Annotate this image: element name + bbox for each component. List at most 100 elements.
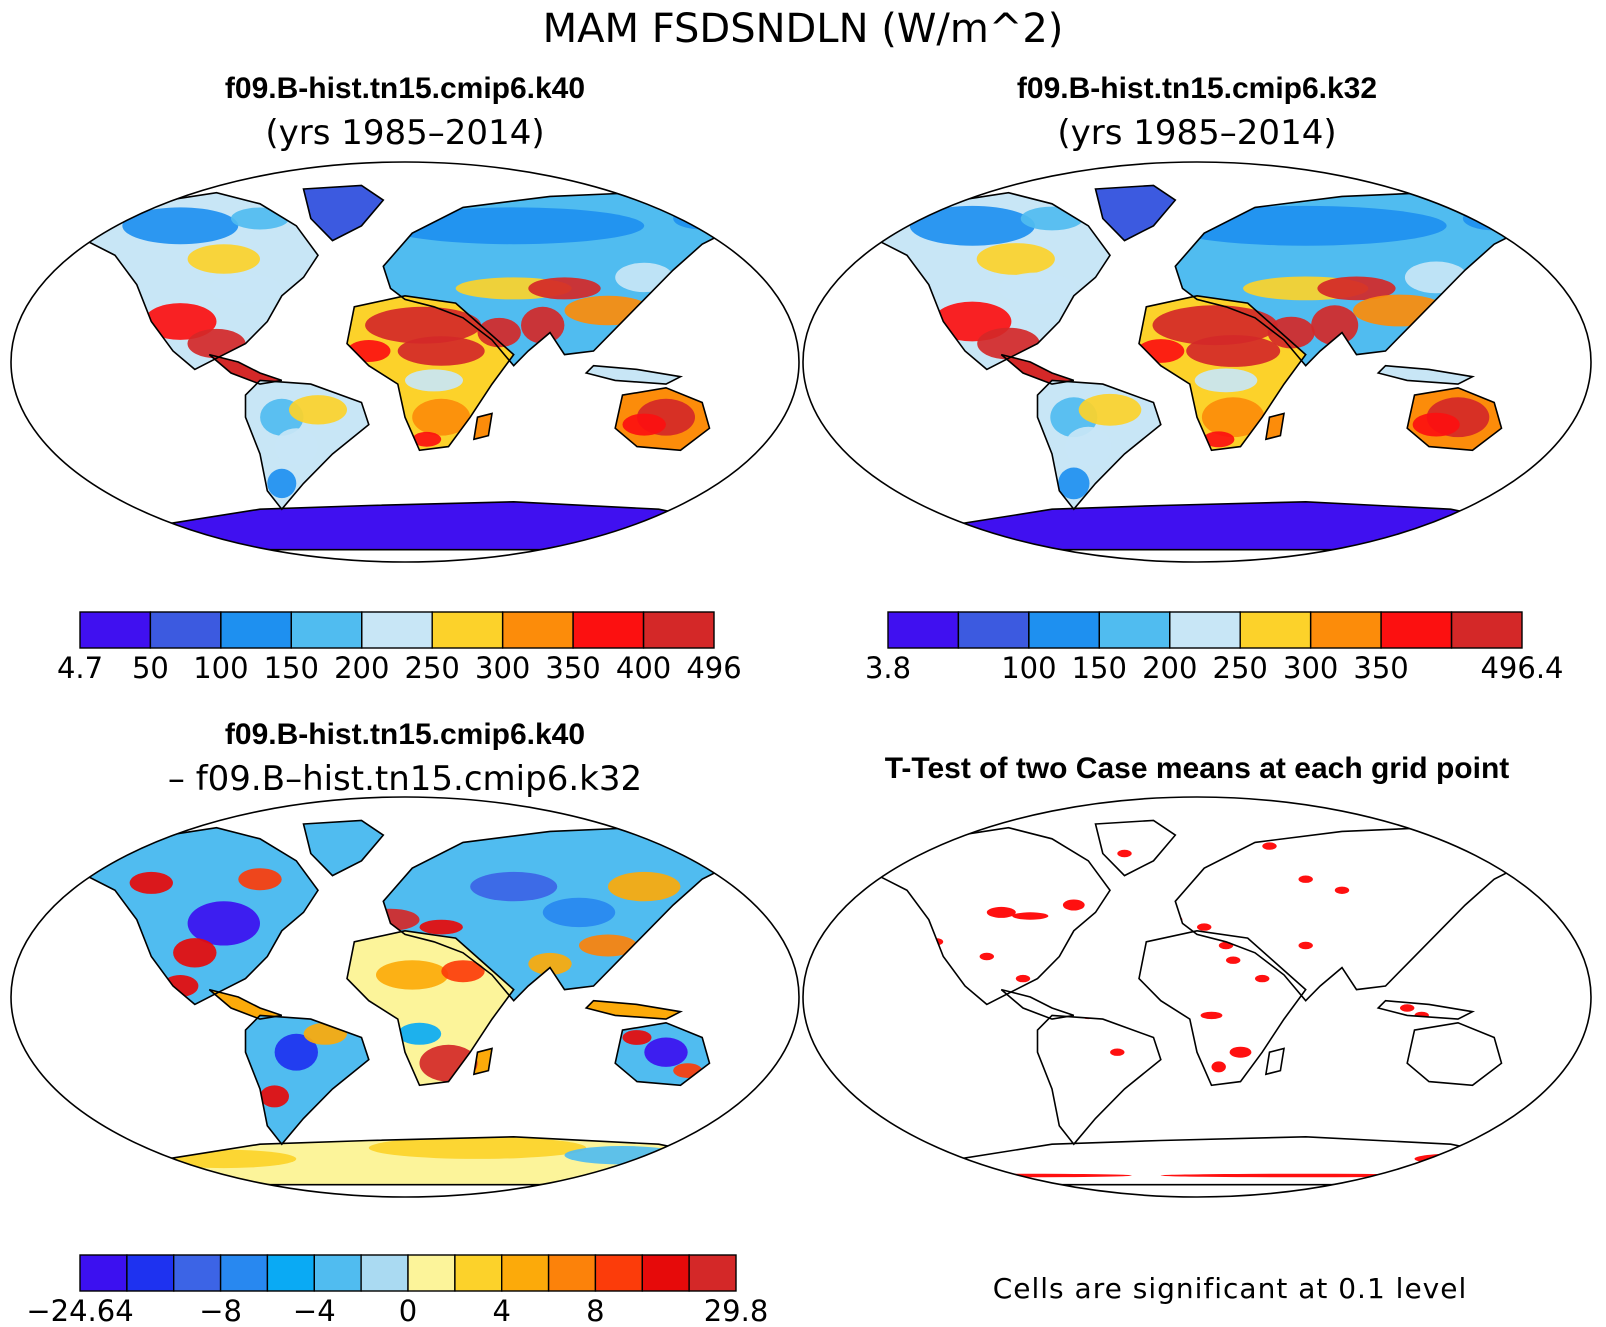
field-cell bbox=[187, 244, 260, 274]
colorbar-tick-label: −24.64 bbox=[26, 1294, 133, 1327]
coastline-samerica bbox=[244, 379, 370, 511]
colorbar-box bbox=[688, 1254, 737, 1292]
field-blobs bbox=[122, 207, 732, 499]
coastline-greenland bbox=[1094, 819, 1177, 877]
land-fill-madag bbox=[473, 413, 492, 440]
field-cell bbox=[289, 395, 347, 425]
field-cell bbox=[1311, 305, 1359, 346]
land-fill-antarctica bbox=[57, 501, 753, 550]
colorbar-box bbox=[1098, 611, 1171, 649]
colorbar-box bbox=[957, 611, 1030, 649]
field-cell bbox=[274, 1033, 318, 1071]
field-cell bbox=[1317, 276, 1396, 301]
colorbar-box bbox=[501, 1254, 550, 1292]
significant-cell bbox=[979, 952, 994, 961]
field-cell bbox=[405, 369, 463, 392]
colorbar-tick-label: 250 bbox=[1213, 651, 1268, 685]
colorbar-tick-label: 300 bbox=[1283, 651, 1338, 685]
colorbar-box bbox=[1239, 611, 1312, 649]
land-fill-indonesia bbox=[586, 365, 681, 385]
field-cell bbox=[1186, 335, 1281, 367]
coastline-centam bbox=[1000, 353, 1075, 385]
land-fill-centam bbox=[1001, 354, 1074, 385]
coastline-africa bbox=[346, 294, 515, 452]
significant-cell bbox=[1400, 1004, 1415, 1012]
colorbar-box bbox=[431, 611, 504, 649]
coastline-namerica bbox=[77, 826, 319, 1006]
coastline-madag bbox=[1264, 1047, 1285, 1076]
map-case1 bbox=[10, 161, 800, 563]
significant-cell bbox=[1255, 974, 1270, 983]
field-cell bbox=[365, 306, 482, 344]
coastline-eurasia bbox=[1174, 826, 1532, 1002]
coastline-centam bbox=[208, 988, 283, 1020]
colorbar-tick-label: 29.8 bbox=[704, 1294, 769, 1327]
field-cell bbox=[622, 1030, 652, 1045]
coastline-madag bbox=[1264, 412, 1285, 441]
coastline-namerica bbox=[869, 191, 1111, 371]
field-cell bbox=[521, 306, 565, 344]
land-fill-antarctica bbox=[849, 501, 1545, 550]
coastline-indonesia bbox=[584, 364, 684, 385]
significant-cell bbox=[1197, 923, 1212, 931]
field-cell bbox=[528, 277, 601, 300]
colorbar-box bbox=[1380, 611, 1453, 649]
field-cell bbox=[1203, 431, 1235, 448]
colorbar-box bbox=[360, 1254, 409, 1292]
field-cell bbox=[209, 273, 282, 304]
field-cell bbox=[1064, 426, 1112, 467]
coastline-samerica bbox=[1036, 1014, 1162, 1146]
coastline-greenland bbox=[302, 819, 385, 877]
field-cell bbox=[129, 871, 173, 894]
coastline-australia bbox=[1406, 386, 1503, 452]
colorbar-box bbox=[407, 1254, 456, 1292]
field-cell bbox=[1412, 412, 1460, 437]
coastline-samerica bbox=[244, 1014, 370, 1146]
field-cell bbox=[998, 272, 1077, 305]
significant-cell bbox=[1117, 849, 1132, 858]
coastline-africa bbox=[346, 929, 515, 1087]
panel-case1-subtitle: (yrs 1985–2014) bbox=[265, 113, 544, 153]
coastline-greenland bbox=[1094, 184, 1177, 242]
coastline-antarctica bbox=[848, 500, 1547, 551]
colorbar-case1: 4.7 50 100 150 200 250 300 350 400 496 bbox=[57, 611, 742, 685]
coastline-indonesia bbox=[1376, 999, 1476, 1020]
colorbar-box bbox=[502, 611, 574, 649]
panel-diff-subtitle: – f09.B–hist.tn15.cmip6.k32 bbox=[168, 759, 642, 799]
colorbar-tick-label: 3.8 bbox=[865, 651, 911, 685]
map-background bbox=[803, 797, 1591, 1197]
field-cell bbox=[1194, 368, 1258, 393]
colorbar-tick-label: 0 bbox=[399, 1294, 417, 1327]
field-cell bbox=[528, 952, 572, 975]
land-fill-greenland bbox=[1095, 185, 1176, 241]
panel-case2-subtitle: (yrs 1985–2014) bbox=[1057, 113, 1336, 153]
colorbar-case2: 3.8 100 150 200 250 300 350 496.4 bbox=[865, 611, 1564, 685]
colorbar-box bbox=[547, 1254, 597, 1292]
coastline-australia bbox=[1406, 1021, 1503, 1087]
colorbar-tick-label: 150 bbox=[1072, 651, 1127, 685]
significance-note: Cells are significant at 0.1 level bbox=[993, 1272, 1468, 1305]
significant-cell bbox=[1200, 1011, 1223, 1020]
significant-cell bbox=[1160, 1173, 1451, 1178]
land-fill-centam bbox=[209, 354, 282, 385]
colorbar-tick-label: 4.7 bbox=[57, 651, 103, 685]
colorbar-box bbox=[79, 611, 152, 649]
coastline-madag bbox=[472, 412, 493, 441]
colorbar-box bbox=[1028, 611, 1101, 649]
field-cell bbox=[260, 1085, 289, 1108]
colorbar-box bbox=[642, 611, 715, 649]
colorbar-tick-label: −8 bbox=[199, 1294, 242, 1327]
coastline-indonesia bbox=[584, 999, 684, 1020]
coastline-centam bbox=[1000, 988, 1075, 1020]
field-cell bbox=[144, 303, 217, 340]
colorbar-box bbox=[79, 1254, 128, 1292]
colorbar-tick-label: 100 bbox=[1001, 651, 1056, 685]
field-cell bbox=[1267, 316, 1315, 349]
colorbar-box bbox=[290, 611, 363, 649]
coastline-antarctica bbox=[56, 1135, 755, 1186]
map-content bbox=[848, 184, 1547, 551]
colorbar-box bbox=[1169, 611, 1241, 649]
map-case2 bbox=[802, 161, 1592, 563]
significant-cell bbox=[1334, 886, 1350, 894]
field-cell bbox=[376, 960, 449, 990]
